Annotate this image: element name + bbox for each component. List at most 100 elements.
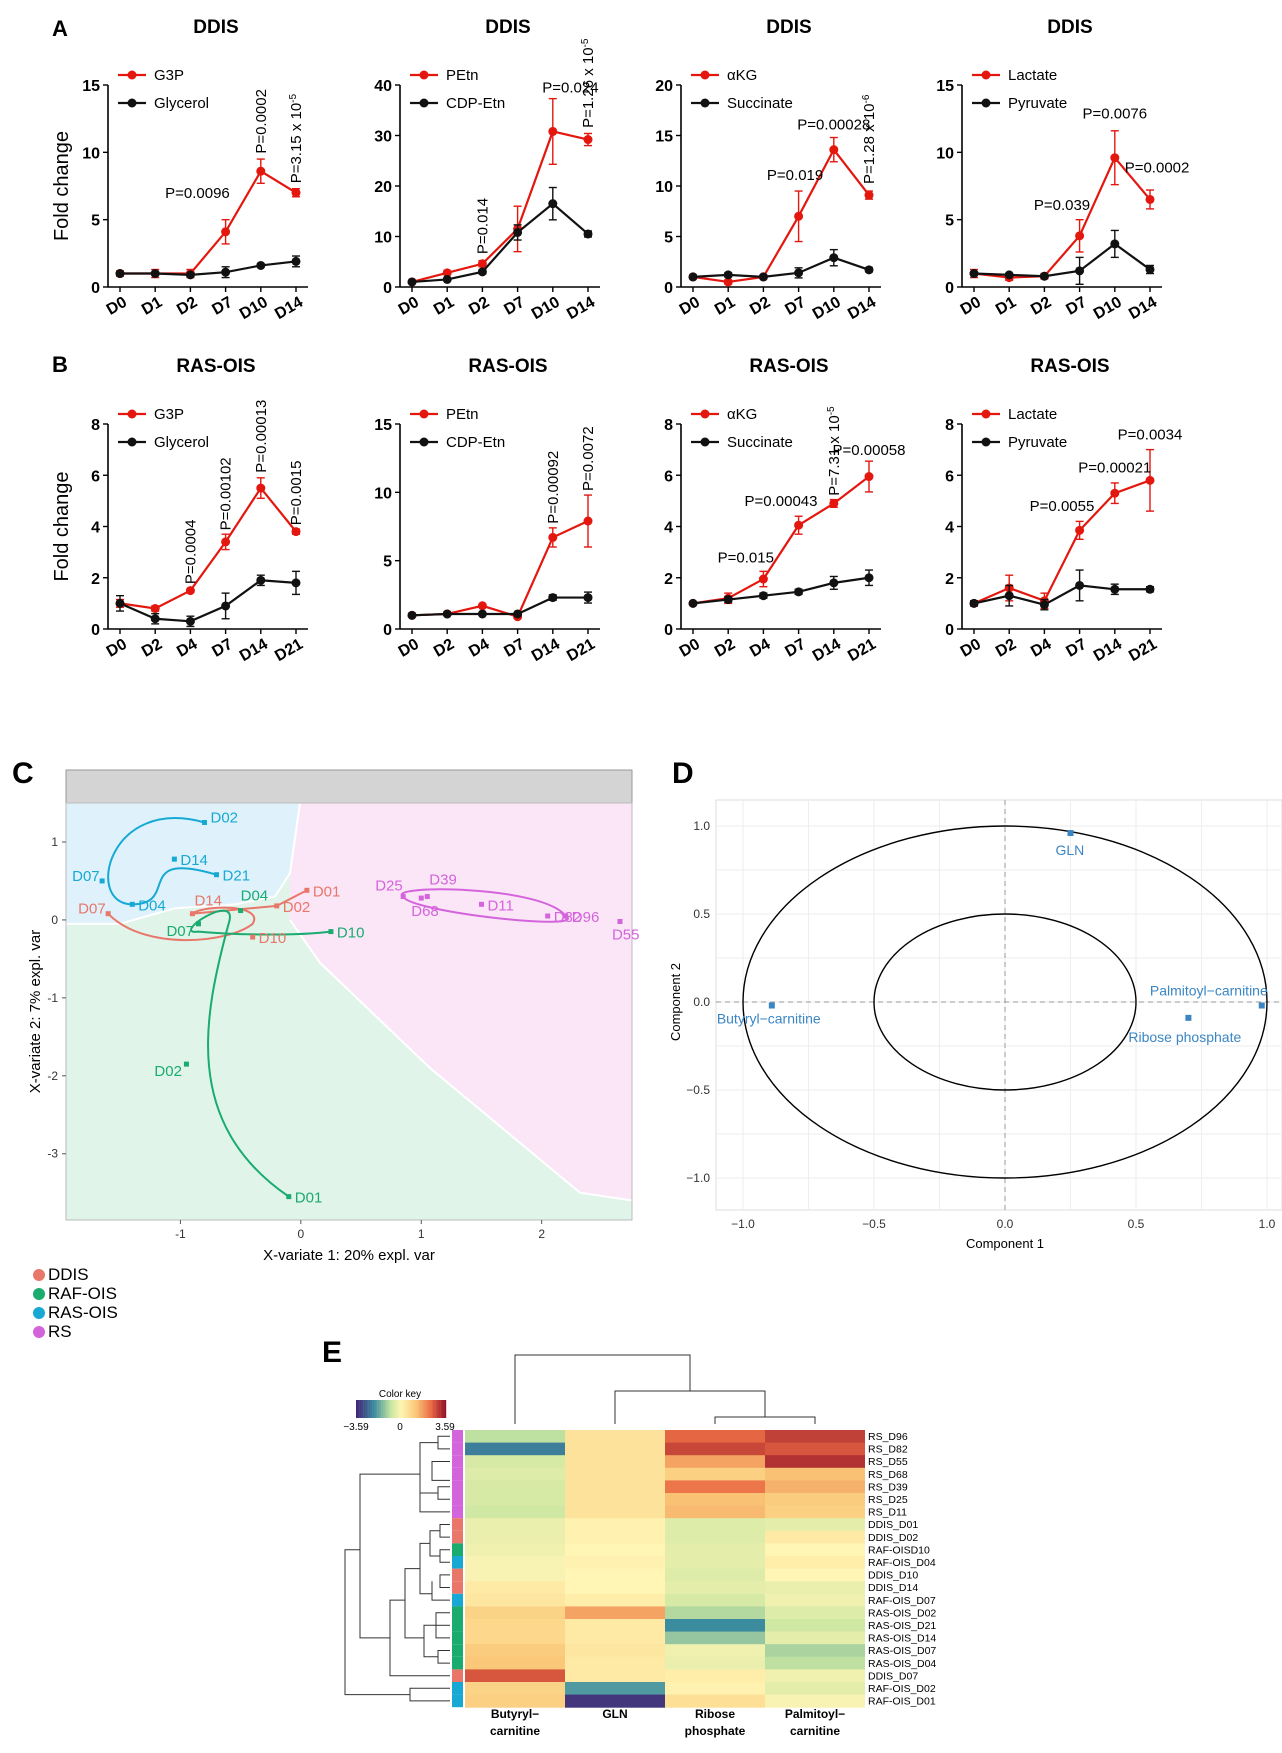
x-tick-label: D7 — [782, 636, 808, 661]
x-tick-label: 2 — [538, 1227, 545, 1241]
panel-label-d: D — [672, 757, 694, 790]
p-value-annotation: P=0.0034 — [1118, 426, 1183, 443]
row-label: DDIS_D07 — [868, 1670, 918, 1682]
heatmap-cell — [565, 1518, 665, 1532]
heatmap-cell — [665, 1442, 765, 1456]
data-point — [407, 277, 417, 287]
row-dendrogram-branch — [423, 1624, 438, 1658]
y-tick-label: 10 — [374, 485, 392, 502]
heatmap-cell — [465, 1543, 565, 1557]
heatmap-cell — [465, 1656, 565, 1670]
heatmap-cell — [765, 1631, 865, 1645]
legend-marker — [33, 1326, 45, 1338]
color-key-swatch — [363, 1400, 366, 1418]
row-group-bar — [452, 1568, 463, 1582]
color-key-swatch — [397, 1400, 400, 1418]
data-point — [221, 537, 231, 547]
legend-entry: RAF-OIS — [48, 1284, 117, 1303]
y-tick-label: 10 — [936, 145, 954, 162]
x-tick-label: D0 — [104, 294, 130, 319]
row-label: RAS-OIS_D02 — [868, 1607, 936, 1619]
row-group-bar — [452, 1505, 463, 1519]
x-tick-label: D2 — [747, 294, 773, 319]
color-key-swatch — [402, 1400, 405, 1418]
heatmap-cell — [465, 1556, 565, 1570]
color-key-swatch — [368, 1400, 371, 1418]
data-point — [1145, 264, 1155, 274]
strip-header — [65, 769, 633, 804]
y-tick-label: 4 — [945, 520, 954, 537]
data-point — [548, 126, 558, 136]
p-value-annotation: P=0.019 — [767, 167, 823, 184]
data-point — [969, 269, 979, 279]
y-tick-label: 0 — [383, 622, 392, 639]
p-value-annotation: P=0.024 — [542, 80, 598, 97]
y-tick-label: 10 — [655, 179, 673, 196]
color-key-swatch — [361, 1400, 364, 1418]
color-key-swatch — [426, 1400, 429, 1418]
p-value-annotation: P=7.31 x 10-5 — [825, 406, 843, 496]
heatmap-cell — [465, 1682, 565, 1696]
x-tick-label: D7 — [501, 636, 527, 661]
heatmap-cell — [565, 1682, 665, 1696]
row-group-bar — [452, 1619, 463, 1632]
series-line — [411, 596, 588, 617]
data-point — [1145, 584, 1155, 594]
x-tick-label: 0.0 — [997, 1217, 1014, 1231]
chart-title: RAS-OIS — [1030, 356, 1109, 377]
data-point — [150, 604, 160, 613]
legend-entry: PEtn — [446, 67, 479, 84]
y-axis-label: Component 2 — [668, 963, 683, 1041]
sample-point — [195, 921, 201, 927]
column-dendrogram-branch — [614, 1390, 766, 1424]
x-tick-label: 1.0 — [1259, 1217, 1276, 1231]
x-tick-label: D0 — [677, 636, 703, 661]
p-value-annotation: P=0.0055 — [1030, 498, 1095, 515]
heatmap-cell — [565, 1581, 665, 1595]
color-key-mid: 0 — [397, 1422, 403, 1433]
p-value-annotation: P=1.26 x 10-5 — [580, 38, 598, 128]
color-key-swatch — [379, 1400, 382, 1418]
correlation-circle — [742, 825, 1268, 1179]
heatmap-cell — [765, 1644, 865, 1658]
heatmap-cell — [565, 1442, 665, 1456]
heatmap-cell — [565, 1543, 665, 1557]
color-key-swatch — [401, 1400, 403, 1418]
color-key-swatch — [386, 1400, 389, 1418]
legend-entry: αKG — [727, 67, 757, 84]
data-point — [477, 609, 487, 619]
heatmap-cell — [565, 1430, 665, 1444]
x-tick-label: D0 — [677, 294, 703, 319]
panel-d: D −1.0 −0.5 0.0 0.5 1.0 −1.0 −0.5 0.0 0.5 1.0 Compo… — [668, 757, 1282, 1251]
data-point — [256, 575, 266, 585]
variable-label: Butyryl−carnitine — [717, 1011, 821, 1027]
color-key-swatch — [419, 1400, 421, 1418]
p-value-annotation: P=0.00013 — [253, 400, 270, 473]
x-tick-label: −0.5 — [862, 1217, 886, 1231]
series-line — [692, 256, 870, 279]
data-point — [548, 199, 558, 209]
y-tick-label: -2 — [47, 1069, 58, 1083]
sample-point — [563, 913, 569, 919]
sample-label: D04 — [241, 888, 269, 905]
color-key-swatch — [392, 1400, 394, 1418]
heatmap-cell — [765, 1493, 865, 1507]
data-point — [477, 601, 487, 611]
color-key-swatch — [357, 1400, 360, 1418]
legend-marker — [419, 98, 429, 108]
row-dendrogram-branch — [419, 1442, 438, 1494]
row-group-bar — [452, 1518, 463, 1531]
color-key-swatch — [428, 1400, 430, 1418]
heatmap-cell — [765, 1480, 865, 1494]
heatmap-cell — [565, 1644, 665, 1658]
legend-entry: Lactate — [1008, 67, 1057, 84]
series-line — [119, 579, 297, 623]
data-point — [150, 269, 160, 279]
heatmap-cell — [765, 1694, 865, 1708]
data-point — [1110, 584, 1120, 594]
p-value-annotation: P=0.0015 — [288, 461, 305, 526]
x-axis-label: X-variate 1: 20% expl. var — [263, 1247, 435, 1264]
color-key-swatch — [388, 1400, 391, 1418]
